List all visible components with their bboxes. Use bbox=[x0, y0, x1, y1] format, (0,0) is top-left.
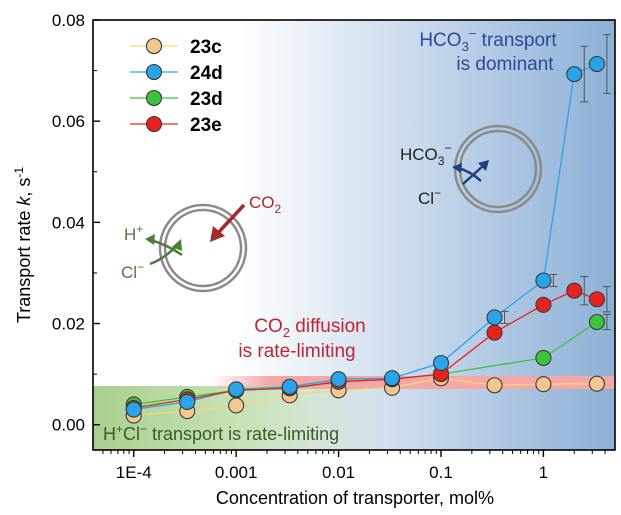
y-tick-label-0.02: 0.02 bbox=[52, 315, 85, 334]
point-24d-10 bbox=[588, 55, 605, 73]
co2-label-a: CO bbox=[254, 316, 283, 337]
hco3-sub: 3 bbox=[438, 154, 445, 168]
series-line-23c bbox=[133, 377, 597, 417]
hco3-a: HCO bbox=[400, 145, 438, 164]
point-24d-9 bbox=[566, 66, 583, 83]
bicarbonate-label-a: HCO bbox=[419, 30, 461, 51]
bicarbonate-label-sub: 3 bbox=[462, 39, 469, 54]
cl-left-sup: − bbox=[137, 260, 144, 274]
hcl-label-b: Cl bbox=[123, 424, 140, 444]
y-axis-label-exp: -1 bbox=[12, 167, 26, 178]
cl-out-arrow-head bbox=[452, 163, 462, 173]
cl-left-a: Cl bbox=[121, 263, 137, 282]
co2-label-b: diffusion bbox=[290, 316, 366, 337]
legend-label-24d: 24d bbox=[190, 63, 223, 84]
left-vesicle-inner-ring bbox=[163, 208, 243, 288]
point-23c-2 bbox=[228, 397, 245, 414]
hco3-arrow-head bbox=[478, 160, 489, 171]
left-vesicle-outer-ring bbox=[158, 203, 248, 293]
hcl-label-sup2: − bbox=[140, 422, 147, 436]
right-vesicle-diagram bbox=[452, 124, 543, 214]
bicarbonate-region-label-line2: is dominant bbox=[456, 54, 554, 75]
cl-right-sup: − bbox=[434, 186, 441, 200]
co2-arrow-head bbox=[210, 226, 225, 242]
h-plus-arrow-head bbox=[145, 234, 155, 245]
y-tick-label-0.00: 0.00 bbox=[52, 416, 85, 435]
cl-right-annotation: Cl− bbox=[418, 186, 441, 208]
hco3-sup: − bbox=[444, 141, 451, 155]
series-layer bbox=[125, 34, 611, 424]
bicarbonate-label-sup: − bbox=[469, 26, 477, 41]
point-23c-9 bbox=[588, 375, 605, 392]
cl-in-arrow-head bbox=[172, 239, 182, 251]
bicarbonate-label-b: transport bbox=[476, 30, 557, 51]
legend-marker-24d bbox=[145, 63, 163, 81]
point-23e-8 bbox=[535, 296, 552, 313]
y-axis-label-prefix: Transport rate bbox=[14, 206, 34, 323]
x-axis-label: Concentration of transporter, mol% bbox=[216, 488, 494, 508]
hcl-region-label: H+Cl− transport is rate-limiting bbox=[103, 422, 339, 444]
point-23c-7 bbox=[486, 377, 503, 394]
legend-label-23d: 23d bbox=[190, 89, 223, 110]
hcl-label-sup1: + bbox=[116, 422, 123, 436]
co2-annotation: CO2 bbox=[249, 193, 282, 216]
cl-left-annotation: Cl− bbox=[121, 260, 144, 282]
x-tick-label-1E-4: 1E-4 bbox=[116, 463, 152, 482]
h-plus-a: H bbox=[124, 225, 136, 244]
hco3-annotation: HCO3− bbox=[400, 141, 451, 168]
x-tick-label-1: 1 bbox=[539, 463, 548, 482]
y-axis-label-k: k bbox=[14, 196, 34, 206]
point-24d-8 bbox=[535, 272, 552, 289]
co2-label-sub: 2 bbox=[283, 325, 290, 340]
bicarbonate-region-label: HCO3− transport bbox=[419, 26, 557, 54]
x-tick-label-0.1: 0.1 bbox=[429, 463, 453, 482]
point-24d-0 bbox=[125, 401, 142, 418]
legend-label-23c: 23c bbox=[190, 37, 222, 58]
point-23c-8 bbox=[535, 376, 552, 393]
point-24d-6 bbox=[432, 354, 450, 372]
y-tick-label-0.08: 0.08 bbox=[52, 11, 85, 30]
axes-layer: 0.00 0.02 0.04 0.06 0.08 1E-4 0.001 0.01 0.1 1 bbox=[52, 11, 616, 482]
point-24d-1 bbox=[179, 393, 196, 410]
legend-label-23e: 23e bbox=[190, 115, 222, 136]
point-24d-5 bbox=[384, 370, 401, 387]
co2-region-label-line2: is rate-limiting bbox=[238, 341, 355, 362]
co2-region-label: CO2 diffusion bbox=[254, 316, 365, 340]
co2-arrow bbox=[215, 203, 246, 236]
h-plus-sup: + bbox=[136, 222, 143, 236]
co2-annotation-sub: 2 bbox=[275, 202, 282, 216]
y-axis-label-unit: , s bbox=[14, 178, 34, 197]
legend-marker-23e bbox=[145, 115, 163, 133]
hcl-label-c: transport is rate-limiting bbox=[147, 424, 339, 444]
point-24d-2 bbox=[228, 381, 245, 398]
x-tick-label-0.001: 0.001 bbox=[215, 463, 258, 482]
point-23e-7 bbox=[486, 324, 503, 341]
cl-right-a: Cl bbox=[418, 189, 434, 208]
y-axis-label: Transport rate k, s-1 bbox=[12, 167, 34, 323]
point-23e-10 bbox=[588, 291, 605, 308]
x-tick-label-0.01: 0.01 bbox=[322, 463, 355, 482]
point-23e-9 bbox=[566, 282, 583, 299]
h-plus-annotation: H+ bbox=[124, 222, 143, 244]
hcl-label-a: H bbox=[103, 424, 116, 444]
legend: 23c 24d 23d 23e bbox=[130, 37, 223, 136]
co2-annotation-a: CO bbox=[249, 193, 275, 212]
legend-marker-23d bbox=[145, 89, 163, 107]
y-tick-label-0.04: 0.04 bbox=[52, 213, 85, 232]
point-23d-8 bbox=[588, 313, 605, 331]
point-24d-3 bbox=[281, 378, 298, 395]
point-23d-7 bbox=[535, 349, 552, 366]
plot-frame bbox=[92, 19, 616, 451]
point-24d-7 bbox=[486, 309, 503, 326]
left-vesicle-diagram bbox=[145, 203, 248, 293]
legend-marker-23c bbox=[145, 37, 163, 55]
point-24d-4 bbox=[330, 371, 347, 388]
y-tick-label-0.06: 0.06 bbox=[52, 112, 85, 131]
